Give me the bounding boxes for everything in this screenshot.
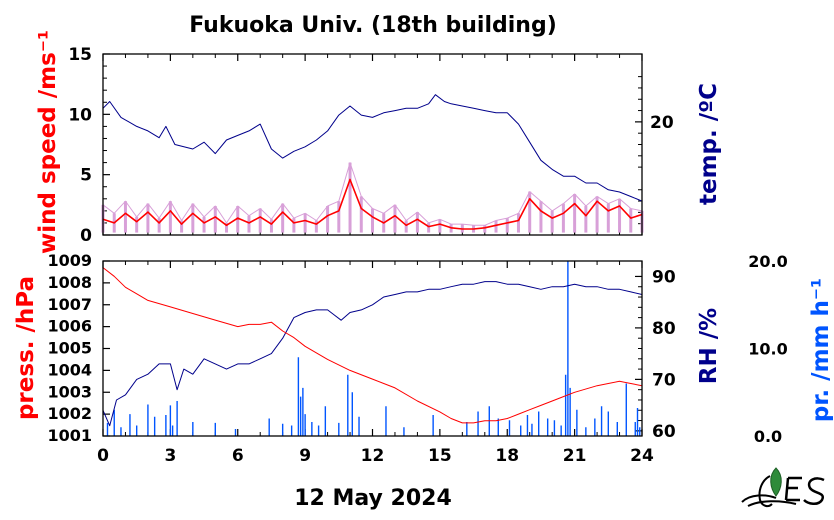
top-series [101, 94, 644, 233]
rh-tick-label: 80 [652, 319, 676, 339]
pressure-axis-label: press. /hPa [13, 276, 39, 420]
x-tick-label: 24 [630, 446, 654, 466]
figure-title: Fukuoka Univ. (18th building) [189, 13, 557, 38]
rh-tick-label: 60 [652, 422, 676, 442]
pressure-tick-label: 1002 [47, 404, 92, 423]
pressure-axis-ticks: 1009 1008 1007 1006 1005 1004 1003 1002 1001 [47, 251, 110, 445]
pressure-tick-label: 1006 [47, 317, 92, 336]
pressure-tick-label: 1005 [47, 339, 92, 358]
wind-tick-label: 10 [68, 105, 92, 125]
x-tick-label: 6 [232, 446, 244, 466]
wind-tick-label: 0 [80, 226, 92, 246]
precip-tick-label: 10.0 [748, 340, 787, 359]
top-panel: 15 10 5 0 20 wind speed /ms⁻¹ temp. /ºC [35, 30, 722, 254]
top-plot-frame [102, 53, 643, 236]
rh-tick-label: 90 [652, 267, 676, 287]
fukuoka-univ-logo-icon [741, 467, 825, 508]
temp-tick-label: 20 [650, 113, 674, 133]
wind-tick-label: 5 [80, 166, 92, 186]
x-tick-label: 12 [361, 446, 385, 466]
pressure-line [102, 267, 643, 424]
x-tick-label: 18 [495, 446, 519, 466]
x-tick-label: 9 [299, 446, 311, 466]
x-tick-label: 15 [428, 446, 452, 466]
precip-tick-label: 0.0 [754, 427, 782, 446]
pressure-tick-label: 1009 [47, 251, 92, 270]
temperature-axis-label: temp. /ºC [696, 83, 722, 205]
precipitation-axis-ticks: 20.0 10.0 0.0 [748, 252, 787, 446]
pressure-tick-label: 1008 [47, 273, 92, 292]
pressure-tick-label: 1007 [47, 295, 92, 314]
wind-mean-line [102, 178, 643, 230]
wind-speed-axis-label: wind speed /ms⁻¹ [35, 30, 61, 254]
bottom-panel: 1009 1008 1007 1006 1005 1004 1003 1002 1001 90 8… [13, 251, 834, 446]
x-axis-labels: 0 3 6 9 12 15 18 21 24 [97, 446, 654, 466]
precip-tick-label: 20.0 [748, 252, 787, 271]
bottom-series [102, 261, 643, 436]
bottom-plot-frame [102, 260, 643, 437]
temperature-line [102, 94, 643, 202]
rh-axis-label: RH /% [696, 308, 722, 384]
temperature-axis-ticks: 20 [635, 76, 674, 225]
wind-speed-axis-ticks: 15 10 5 0 [68, 45, 110, 246]
pressure-tick-label: 1003 [47, 382, 92, 401]
x-tick-label: 0 [97, 446, 109, 466]
x-tick-label: 3 [164, 446, 176, 466]
pressure-tick-label: 1004 [47, 360, 92, 379]
pressure-tick-label: 1001 [47, 426, 92, 445]
wind-tick-label: 15 [68, 45, 92, 65]
precipitation-axis-label: pr. /mm h⁻¹ [808, 278, 834, 422]
rh-axis-ticks: 90 80 70 60 [635, 267, 676, 442]
rh-tick-label: 70 [652, 370, 676, 390]
date-label: 12 May 2024 [294, 486, 452, 511]
wind-raw-line [102, 162, 643, 226]
bottom-x-ticks [102, 261, 643, 436]
x-tick-label: 21 [563, 446, 587, 466]
rh-line [102, 281, 643, 427]
